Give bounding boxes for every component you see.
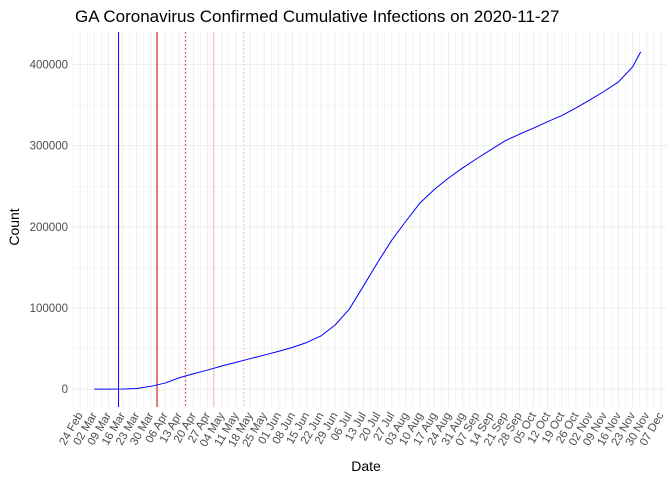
x-axis-title: Date	[351, 458, 381, 474]
chart-title: GA Coronavirus Confirmed Cumulative Infe…	[75, 7, 559, 26]
grid	[72, 32, 667, 407]
y-tick-label: 200000	[30, 222, 68, 234]
vertical-reference-lines	[118, 32, 245, 407]
y-axis-title: Count	[6, 208, 22, 245]
series-group	[94, 51, 642, 390]
y-tick-label: 400000	[30, 59, 68, 71]
y-tick-label: 300000	[30, 141, 68, 153]
y-tick-label: 100000	[30, 303, 68, 315]
y-axis-ticks: 0 100000 200000 300000 400000	[30, 59, 68, 396]
y-tick-label: 0	[62, 384, 68, 396]
series-line-1	[94, 51, 642, 390]
